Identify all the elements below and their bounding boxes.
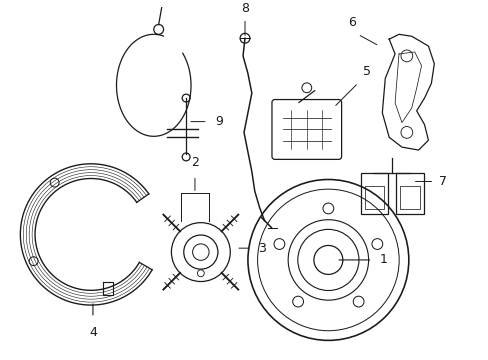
Text: 5: 5 [363, 65, 370, 78]
Text: 8: 8 [241, 2, 248, 15]
Bar [364, 186, 384, 209]
Bar [395, 173, 423, 214]
Bar [399, 186, 419, 209]
Text: 3: 3 [257, 242, 265, 255]
Bar [360, 173, 387, 214]
Text: 4: 4 [89, 326, 97, 339]
Text: 1: 1 [379, 253, 386, 266]
Text: 7: 7 [438, 175, 447, 188]
Text: 9: 9 [215, 115, 223, 128]
Text: 6: 6 [347, 17, 355, 30]
Text: 2: 2 [191, 156, 199, 169]
